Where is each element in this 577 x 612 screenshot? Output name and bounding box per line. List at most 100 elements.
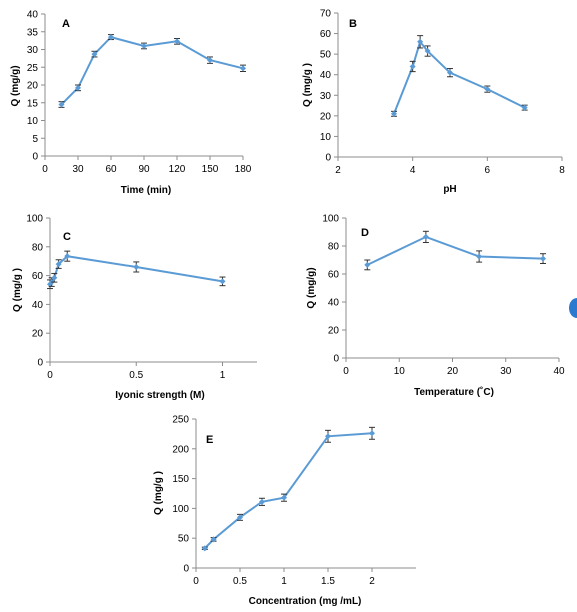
- panel-c-data-point: [219, 278, 226, 285]
- panel-e-data-point: [237, 514, 243, 521]
- panel-d-x-tick-label: 40: [553, 366, 565, 377]
- panel-a-x-tick-label: 30: [72, 164, 84, 175]
- panel-a-x-tick-label: 120: [169, 164, 186, 175]
- panel-e-series-line: [204, 432, 373, 550]
- panel-d-series-line: [366, 235, 544, 266]
- panel-b-x-tick-label: 8: [559, 165, 565, 176]
- side-edge-button[interactable]: [569, 298, 577, 318]
- panel-b-y-tick-label: 20: [320, 111, 332, 122]
- panel-a-x-tick-label: 90: [138, 164, 150, 175]
- panel-a-data-point: [141, 42, 147, 49]
- panel-d-x-tick-label: 20: [447, 366, 459, 377]
- panel-a-y-axis-label: Q (mg/g): [10, 65, 21, 106]
- panel-b-data-point: [424, 48, 431, 55]
- panel-e-x-tick-label: 0: [193, 576, 199, 587]
- panel-a-x-tick-label: 150: [202, 164, 219, 175]
- panel-b-data-point: [417, 38, 424, 45]
- panel-c-label: C: [63, 231, 71, 243]
- panel-a-x-tick-label: 0: [42, 164, 48, 175]
- panel-a-series-line: [60, 35, 244, 106]
- panel-b-x-tick-label: 6: [485, 165, 491, 176]
- panel-c-data-point: [51, 274, 58, 281]
- panel-a-y-tick-label: 25: [27, 63, 39, 74]
- panel-b-series-line: [393, 39, 526, 115]
- panel-d-y-axis-label: Q (mg/g): [306, 267, 317, 308]
- panel-b-y-tick-label: 60: [320, 29, 332, 40]
- panel-a-y-tick-label: 5: [32, 134, 38, 145]
- panel-d-y-tick-label: 100: [322, 214, 339, 225]
- panel-b-y-axis-label: Q (mg/g ): [302, 63, 313, 107]
- panel-a-data-point: [174, 38, 180, 45]
- panel-a-y-tick-label: 40: [27, 10, 39, 21]
- panel-a-data-point: [58, 101, 65, 108]
- panel-c-x-axis-label: Iyonic strength (M): [115, 390, 204, 401]
- panel-d-data-point: [364, 261, 371, 268]
- panel-d-y-tick-label: 40: [328, 298, 340, 309]
- panel-e-label: E: [206, 434, 213, 446]
- panel-e-data-point: [281, 494, 287, 501]
- panel-e-y-tick-label: 200: [172, 444, 189, 455]
- panel-c-data-point: [64, 253, 71, 260]
- panel-e-y-tick-label: 50: [178, 534, 190, 545]
- panel-d-data-point: [422, 233, 429, 240]
- panel-b-data-point: [447, 69, 453, 76]
- panel-a-y-tick-label: 20: [27, 81, 39, 92]
- panel-a-y-tick-label: 15: [27, 98, 39, 109]
- panel-a-x-tick-label: 60: [105, 164, 117, 175]
- panel-e-y-tick-label: 0: [183, 564, 189, 575]
- panel-b-y-tick-label: 30: [320, 91, 332, 102]
- panel-d-x-axis-label: Temperature (˚C): [414, 386, 494, 398]
- panel-b-data-point: [484, 86, 491, 93]
- panel-a-y-tick-label: 10: [27, 116, 39, 127]
- panel-d-data-point: [476, 253, 483, 260]
- panel-b-data-point: [521, 104, 528, 111]
- panel-c-x-tick-label: 0.5: [129, 370, 143, 381]
- panel-d-label: D: [361, 227, 369, 239]
- panel-e-x-tick-label: 0.5: [233, 576, 247, 587]
- panel-a-data-point: [108, 34, 114, 41]
- panel-e-data-point: [201, 545, 208, 552]
- panel-e-x-tick-label: 2: [369, 576, 375, 587]
- panel-e-y-axis-label: Q (mg/g ): [153, 471, 164, 515]
- panel-e-data-point: [259, 498, 265, 505]
- panel-b-y-tick-label: 40: [320, 70, 332, 81]
- panel-b-y-tick-label: 0: [325, 153, 331, 164]
- panel-b-label: B: [349, 18, 357, 30]
- panel-c-x-tick-label: 1: [220, 370, 226, 381]
- panel-a-data-point: [75, 84, 81, 91]
- panel-e-x-tick-label: 1: [281, 576, 287, 587]
- panel-c-data-point: [133, 263, 140, 270]
- panel-d-x-tick-label: 0: [343, 366, 349, 377]
- panel-d-y-tick-label: 80: [328, 242, 340, 253]
- panel-c-y-tick-label: 0: [37, 358, 43, 369]
- panel-a-y-tick-label: 30: [27, 45, 39, 56]
- panel-b-y-tick-label: 50: [320, 50, 332, 61]
- panel-a-x-tick-label: 180: [235, 164, 252, 175]
- panel-e-y-tick-label: 150: [172, 474, 189, 485]
- panel-a-data-point: [91, 51, 98, 58]
- panel-e-y-tick-label: 250: [172, 415, 189, 426]
- panel-c-y-tick-label: 20: [32, 329, 44, 340]
- panel-e-data-point: [210, 536, 217, 543]
- panel-e-x-tick-label: 1.5: [321, 576, 335, 587]
- panel-a-label: A: [62, 18, 70, 30]
- panel-a-y-tick-label: 35: [27, 27, 39, 38]
- panel-d-y-tick-label: 20: [328, 326, 340, 337]
- panel-a-data-point: [207, 57, 213, 64]
- panel-c-data-point: [55, 261, 62, 268]
- panel-b-x-tick-label: 4: [410, 165, 416, 176]
- panel-d-y-tick-label: 0: [333, 354, 339, 365]
- panel-e-data-point: [325, 433, 331, 440]
- panel-c-y-tick-label: 40: [32, 300, 44, 311]
- panel-d-x-tick-label: 30: [500, 366, 512, 377]
- panel-b-x-axis-label: pH: [443, 184, 456, 195]
- panel-b-y-tick-label: 10: [320, 132, 332, 143]
- panel-e-x-axis-label: Concentration (mg /mL): [249, 596, 362, 607]
- panel-c-y-tick-label: 80: [32, 242, 44, 253]
- panel-c-y-axis-label: Q (mg/g ): [12, 268, 23, 312]
- panel-c-y-tick-label: 100: [26, 214, 43, 225]
- panel-b-y-tick-label: 70: [320, 9, 332, 20]
- panel-e-data-point: [369, 430, 375, 437]
- panel-b-data-point: [391, 110, 397, 117]
